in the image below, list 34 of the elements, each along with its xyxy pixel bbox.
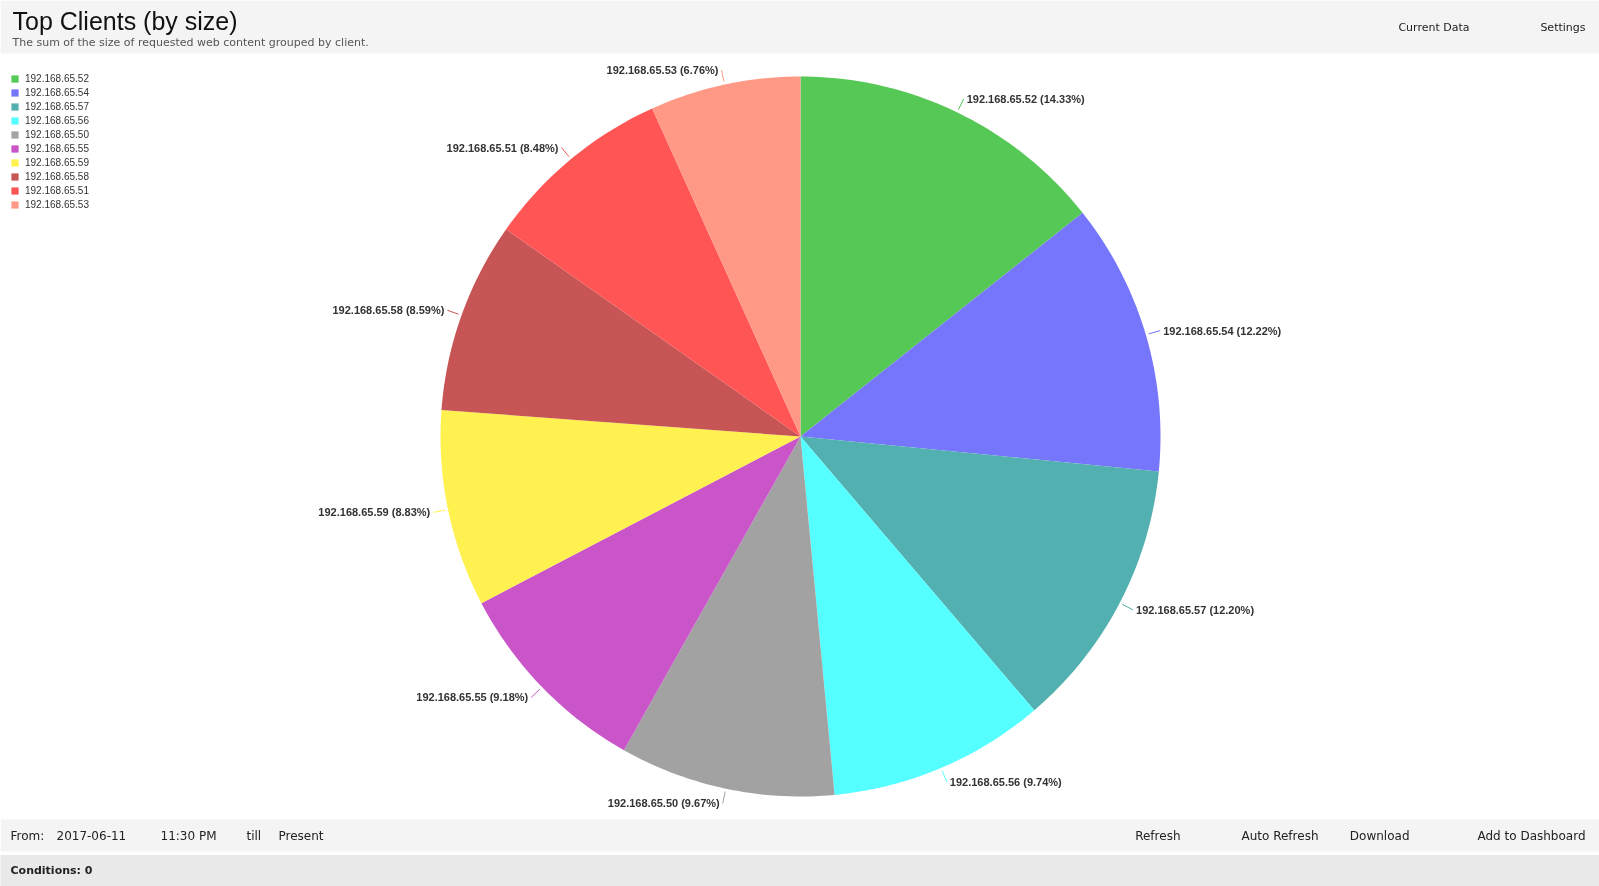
text: 11:30 PM xyxy=(160,828,217,843)
chart-title: Top Clients (by size) xyxy=(12,6,238,35)
text: Add to Dashboard xyxy=(1477,828,1586,843)
legend-label: 192.168.65.54 xyxy=(25,86,89,98)
legend-label: 192.168.65.50 xyxy=(25,128,89,140)
legend-label: 192.168.65.55 xyxy=(25,142,89,154)
text: From: xyxy=(10,828,45,843)
text: Present xyxy=(278,828,324,843)
text: Refresh xyxy=(1135,828,1181,843)
data-label: 192.168.65.51 (8.48%) xyxy=(446,141,559,154)
text: Conditions: 0 xyxy=(10,864,93,877)
text: Auto Refresh xyxy=(1241,828,1319,843)
data-label: 192.168.65.57 (12.20%) xyxy=(1136,603,1255,616)
text: till xyxy=(246,828,262,843)
data-label: 192.168.65.56 (9.74%) xyxy=(949,775,1063,788)
text: Settings xyxy=(1540,21,1586,34)
legend-label: 192.168.65.59 xyxy=(25,156,89,168)
data-label: 192.168.65.53 (6.76%) xyxy=(606,63,719,76)
legend-label: 192.168.65.52 xyxy=(25,72,89,84)
legend-label: 192.168.65.58 xyxy=(25,170,89,182)
data-label: 192.168.65.50 (9.67%) xyxy=(607,797,721,810)
legend-label: 192.168.65.51 xyxy=(25,184,89,196)
chart-subtitle: The sum of the size of requested web content grouped by client. xyxy=(11,36,369,49)
data-label: 192.168.65.59 (8.83%) xyxy=(318,506,431,519)
data-label: 192.168.65.58 (8.59%) xyxy=(332,304,445,317)
legend-label: 192.168.65.57 xyxy=(25,100,89,112)
legend-label: 192.168.65.53 xyxy=(25,198,89,210)
text: Download xyxy=(1349,828,1410,843)
data-label: 192.168.65.54 (12.22%) xyxy=(1163,324,1282,337)
legend-label: 192.168.65.56 xyxy=(25,114,89,126)
text: 2017-06-11 xyxy=(56,829,127,843)
data-label: 192.168.65.55 (9.18%) xyxy=(416,691,529,704)
data-label: 192.168.65.52 (14.33%) xyxy=(966,92,1086,105)
text: Current Data xyxy=(1398,21,1470,34)
